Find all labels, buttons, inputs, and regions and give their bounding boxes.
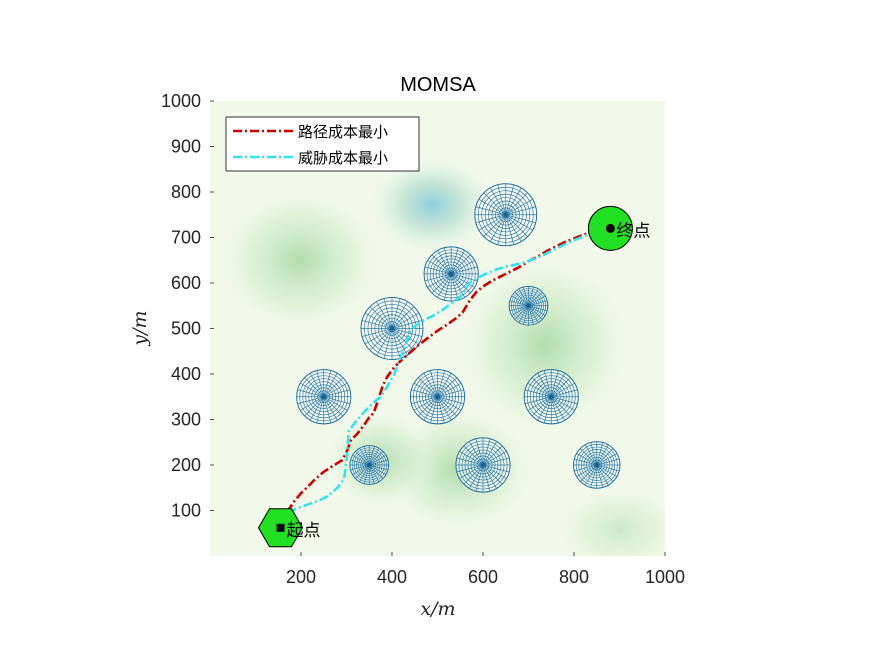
x-tick-label: 600 [468,567,498,587]
start-point [276,523,285,532]
threat-zone [360,297,424,360]
y-axis-label: y/m [129,310,151,346]
legend-label-threat-cost: 威胁成本最小 [298,149,388,167]
threat-zone [349,445,390,485]
threat-zone [523,369,579,425]
legend-box [225,116,420,172]
x-tick-label: 200 [286,567,316,587]
threat-cost-line [279,227,611,529]
threat-zones [296,183,621,493]
y-tick-label: 200 [171,455,201,475]
x-tick-label: 800 [559,567,589,587]
threat-zone [455,437,511,493]
threat-zone [296,369,352,425]
threat-zone [423,246,479,302]
start-goal-markers: 起点 终点 [257,205,650,548]
goal-label: 终点 [616,221,650,241]
y-tick-label: 300 [171,410,201,430]
y-tick-label: 100 [171,501,201,521]
start-label: 起点 [287,521,321,541]
goal-point [605,223,615,233]
path-cost-line [279,227,611,529]
legend-label-path-cost: 路径成本最小 [298,123,388,141]
threat-zone [474,183,538,247]
terrain-background [210,101,665,556]
threat-zone [508,285,549,326]
y-tick-label: 800 [171,182,201,202]
legend: 路径成本最小 威胁成本最小 [225,116,420,172]
chart-title: MOMSA [400,74,476,96]
y-tick-label: 500 [171,319,201,339]
y-tick-label: 1000 [161,91,201,111]
threat-zone [409,369,466,425]
x-axis-label: x/m [420,598,455,620]
y-tick-label: 700 [171,228,201,248]
x-tick-label: 1000 [645,567,685,587]
paths [279,227,611,529]
x-tick-label: 400 [377,567,407,587]
y-tick-label: 600 [171,273,201,293]
axis-ticks: 200 400 600 800 1000 100 200 300 400 500 600 700 800… [161,91,685,587]
y-tick-label: 400 [171,364,201,384]
threat-zone [573,441,621,489]
y-tick-label: 900 [171,137,201,157]
